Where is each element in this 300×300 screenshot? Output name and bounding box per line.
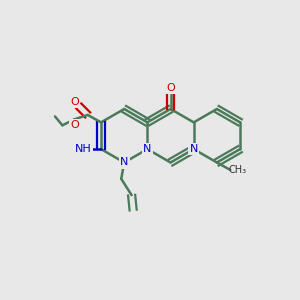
Text: N: N (190, 144, 198, 154)
Text: NH: NH (76, 144, 93, 154)
Text: N: N (143, 144, 152, 154)
Text: N: N (120, 158, 128, 167)
Text: CH₃: CH₃ (229, 165, 247, 175)
Text: O: O (70, 97, 79, 106)
Text: O: O (70, 120, 79, 130)
Text: N: N (143, 144, 152, 154)
Text: NH: NH (75, 144, 92, 154)
Text: O: O (70, 97, 79, 106)
Text: O: O (166, 83, 175, 93)
Text: N: N (122, 156, 130, 166)
Text: O: O (70, 120, 79, 130)
Text: O: O (166, 83, 175, 93)
Text: N: N (190, 144, 198, 154)
